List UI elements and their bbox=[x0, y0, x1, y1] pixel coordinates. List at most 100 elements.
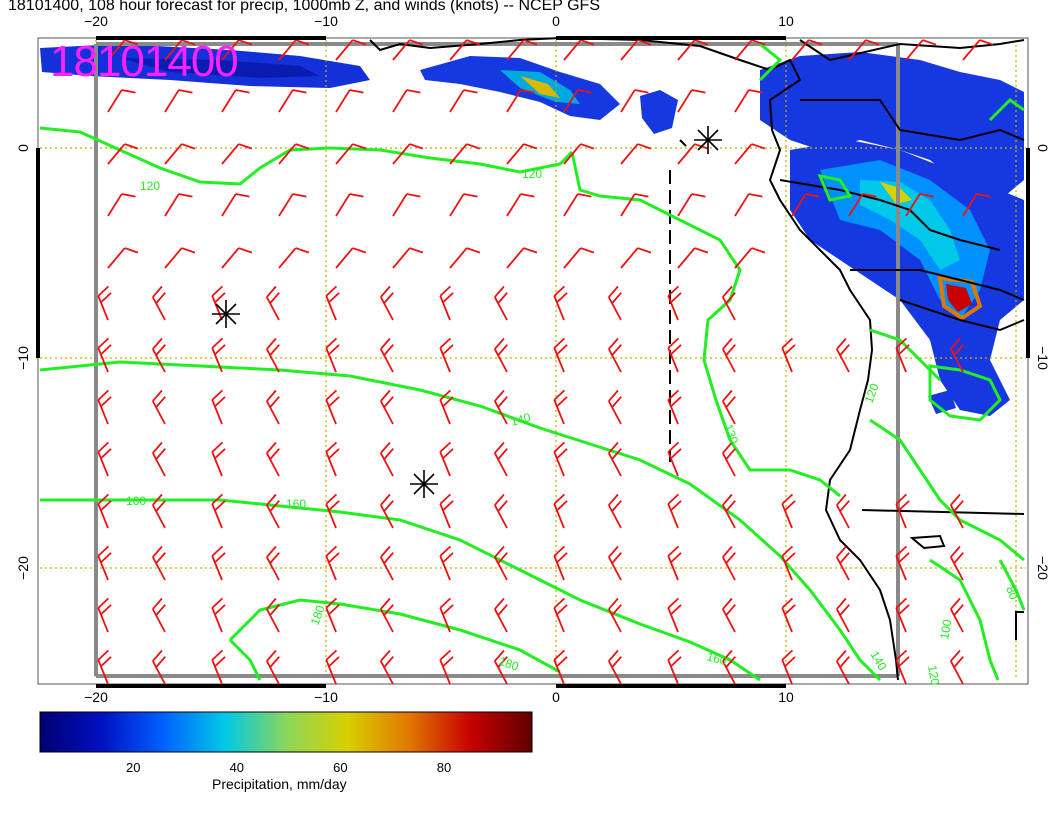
wind-barb bbox=[151, 597, 166, 633]
map-title: 18101400, 108 hour forecast for precip, … bbox=[8, 0, 600, 14]
wind-barb bbox=[325, 441, 340, 477]
wind-barb bbox=[164, 39, 196, 61]
wind-barb bbox=[493, 545, 508, 581]
wind-barb bbox=[553, 493, 568, 529]
wind-barb bbox=[379, 285, 394, 321]
lon-tick-top: −10 bbox=[314, 13, 338, 29]
wind-barb bbox=[392, 143, 424, 165]
wind-barb bbox=[493, 285, 508, 321]
precip-blob-northwest-core bbox=[120, 58, 320, 78]
contour-east-f bbox=[758, 42, 783, 82]
wind-barb bbox=[335, 89, 364, 113]
contour-label: 130 bbox=[721, 422, 741, 446]
wind-barb bbox=[278, 247, 310, 269]
wind-barb bbox=[721, 649, 736, 685]
contour-160 bbox=[40, 498, 761, 682]
wind-barb bbox=[607, 337, 622, 373]
wind-barb bbox=[97, 597, 112, 633]
contour-label: 180 bbox=[497, 654, 521, 674]
lon-tick-top: −20 bbox=[84, 13, 108, 29]
geopotential-contours bbox=[39, 42, 1026, 682]
contour-label: 140 bbox=[509, 410, 532, 429]
contour-label: 80 bbox=[1003, 584, 1021, 602]
wind-barb bbox=[721, 493, 736, 529]
wind-barb bbox=[221, 89, 250, 113]
wind-barb bbox=[211, 649, 226, 685]
coastlines bbox=[369, 36, 1025, 681]
precip-blob-coast-north bbox=[760, 52, 1024, 200]
wind-barb bbox=[211, 389, 226, 425]
date-stamp: 18101400 bbox=[50, 37, 239, 86]
high-markers bbox=[212, 126, 722, 498]
wind-barb bbox=[734, 143, 766, 165]
colorbar-tick: 40 bbox=[229, 760, 245, 775]
wind-barb bbox=[439, 597, 454, 633]
wind-barb bbox=[265, 545, 280, 581]
wind-barb bbox=[895, 597, 910, 633]
wind-barb bbox=[151, 389, 166, 425]
high-marker-3 bbox=[694, 126, 722, 154]
wind-barb bbox=[265, 389, 280, 425]
contour-labels: 120 120 130 140 160 160 160 180 180 140 … bbox=[126, 167, 1021, 687]
wind-barb bbox=[607, 649, 622, 685]
wind-barb bbox=[392, 89, 421, 113]
wind-barb bbox=[835, 493, 850, 529]
wind-barb bbox=[895, 337, 910, 373]
wind-barb bbox=[265, 493, 280, 529]
wind-barb bbox=[97, 493, 112, 529]
wind-barb bbox=[325, 389, 340, 425]
wind-barb bbox=[107, 89, 136, 113]
wind-barb bbox=[677, 89, 706, 113]
lat-tick-left: −20 bbox=[15, 556, 31, 580]
colorbar bbox=[39, 711, 533, 753]
wind-barb bbox=[335, 193, 364, 217]
wind-barb bbox=[164, 247, 196, 269]
wind-barb bbox=[607, 285, 622, 321]
wind-barb bbox=[734, 89, 763, 113]
wind-barb bbox=[781, 337, 796, 373]
wind-barb bbox=[781, 545, 796, 581]
border-a bbox=[800, 99, 1025, 142]
wind-barb bbox=[493, 597, 508, 633]
island-madagascar-ish bbox=[909, 534, 946, 550]
lon-tick-bottom: −20 bbox=[84, 689, 108, 705]
contour-east-c bbox=[998, 559, 1026, 611]
contour-east-d bbox=[869, 328, 942, 382]
lon-tick-top: 0 bbox=[552, 13, 560, 29]
contour-label: 160 bbox=[286, 497, 306, 511]
wind-barb bbox=[278, 143, 310, 165]
wind-barb bbox=[721, 337, 736, 373]
wind-barb bbox=[895, 545, 910, 581]
wind-barb bbox=[835, 649, 850, 685]
wind-barb bbox=[439, 649, 454, 685]
wind-barb bbox=[439, 285, 454, 321]
wind-barb bbox=[211, 545, 226, 581]
contour-east-b bbox=[929, 558, 1000, 681]
border-d bbox=[899, 299, 1025, 332]
contour-east-g bbox=[988, 98, 1025, 122]
wind-barb bbox=[97, 545, 112, 581]
wind-barb bbox=[97, 441, 112, 477]
wind-barb bbox=[151, 545, 166, 581]
lat-tick-labels: 0 −10 −20 0 −10 −20 bbox=[15, 144, 1051, 580]
wind-barb bbox=[379, 441, 394, 477]
wind-barb bbox=[553, 649, 568, 685]
lat-tick-right: −10 bbox=[1035, 346, 1051, 370]
wind-barb bbox=[325, 545, 340, 581]
wind-barb bbox=[949, 493, 964, 529]
axis-bars bbox=[36, 36, 1030, 688]
wind-barb bbox=[563, 89, 592, 113]
wind-barb bbox=[677, 247, 709, 269]
wind-barb bbox=[379, 389, 394, 425]
contour-label: 180 bbox=[308, 603, 328, 627]
contour-140 bbox=[39, 360, 882, 682]
wind-barb bbox=[107, 143, 139, 165]
wind-barb bbox=[449, 247, 481, 269]
contour-label: 120 bbox=[925, 664, 942, 686]
colorbar-tick: 60 bbox=[333, 760, 348, 775]
island-small-1 bbox=[679, 139, 687, 147]
wind-barb bbox=[563, 143, 595, 165]
wind-barb bbox=[221, 39, 253, 61]
wind-barb bbox=[620, 89, 649, 113]
wind-barb bbox=[781, 597, 796, 633]
